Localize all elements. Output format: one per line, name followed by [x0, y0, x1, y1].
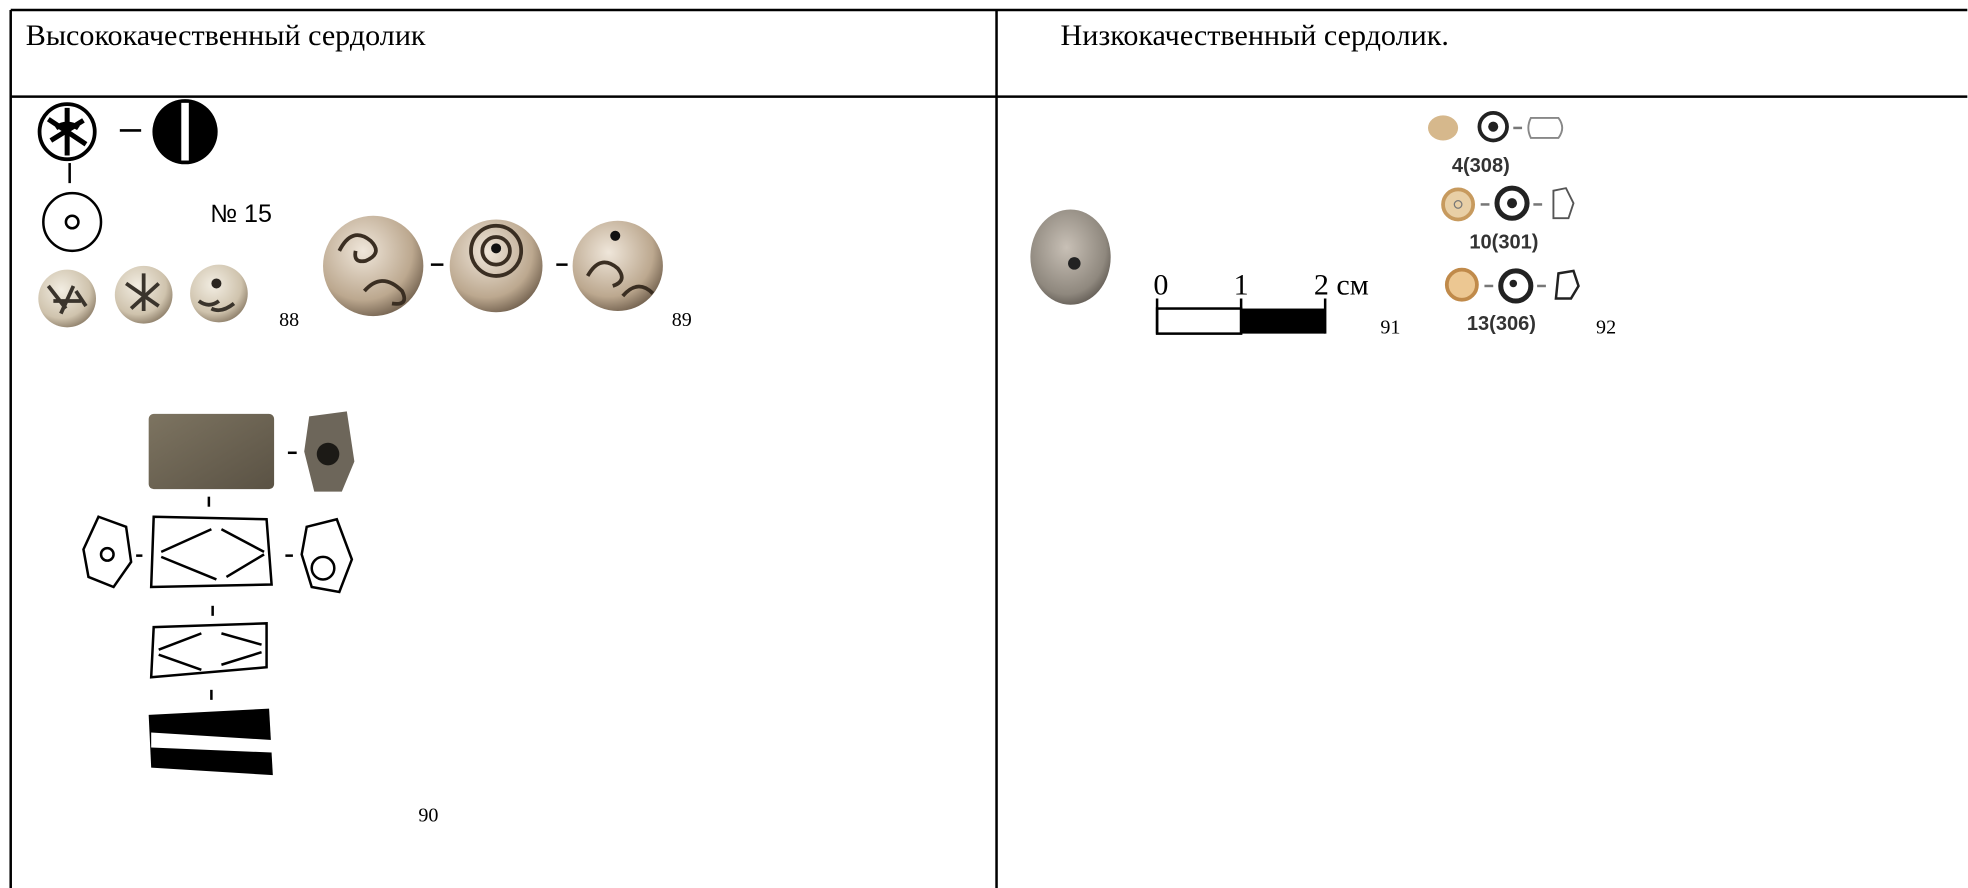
bead-drawing-part	[149, 515, 273, 589]
bead-photo-part	[480, 235, 512, 267]
bead-photo-part	[469, 223, 524, 278]
figure-number: 90	[418, 805, 438, 827]
scale-label: 0	[1153, 268, 1168, 302]
bead-drawing	[82, 411, 355, 776]
bead-drawing-part	[151, 732, 272, 753]
bead-drawing-part	[64, 214, 80, 230]
figure-number: 91	[1380, 317, 1400, 339]
bead-drawing-part	[99, 546, 115, 562]
bead-drawing-part	[316, 442, 340, 466]
scale-bar-part	[1241, 308, 1326, 334]
bead-photo	[323, 215, 663, 317]
bead-drawing-part	[181, 102, 189, 161]
bead-drawing-part	[1498, 268, 1534, 304]
bead-photo-part	[211, 278, 222, 289]
bead-drawing-part	[1441, 187, 1476, 222]
bead-photo-part	[323, 215, 424, 317]
bead-drawing-part	[1554, 269, 1580, 300]
bead-photo-part	[125, 273, 160, 312]
header-cell: Низкокачественный сердолик.	[1061, 18, 1449, 52]
figure-number: 88	[279, 309, 299, 331]
bead-photo	[1030, 209, 1111, 305]
caption: 10(301)	[1469, 231, 1538, 253]
bead-drawing-part	[158, 632, 262, 671]
bead-drawing-part	[1477, 111, 1509, 143]
bead-drawing-part	[1494, 185, 1530, 221]
bead-photo-part	[190, 264, 248, 323]
bead-drawing-part	[310, 555, 336, 581]
bead-photo-part	[1030, 209, 1111, 305]
bead-photo-part	[46, 284, 88, 315]
bead-photo	[38, 264, 248, 328]
bead-drawing-part	[149, 622, 268, 679]
bead-drawing-part	[1507, 198, 1518, 209]
table-frame	[9, 8, 1968, 888]
figure-number: 89	[672, 309, 692, 331]
scale-label: 2 см	[1314, 268, 1369, 302]
bead-drawing-part	[1527, 116, 1564, 139]
bead-drawing-part	[46, 107, 88, 156]
bead-drawing-part	[160, 528, 265, 581]
caption: 13(306)	[1467, 313, 1536, 335]
bead-drawing	[37, 99, 218, 253]
bead-photo-part	[610, 230, 621, 241]
bead-photo-part	[1068, 257, 1081, 270]
bead-drawing-part	[1428, 115, 1459, 141]
caption: 4(308)	[1452, 155, 1510, 177]
bead-drawing-part	[1453, 200, 1463, 209]
bead-drawing-part	[148, 413, 275, 490]
figure-label: № 15	[210, 200, 272, 228]
header-cell: Высококачественный сердолик	[26, 18, 426, 52]
bead-photo-part	[491, 243, 502, 254]
bead-drawing-part	[1509, 279, 1518, 288]
scale-bar-part	[1155, 307, 1243, 335]
bead-photo-part	[337, 233, 407, 306]
figure-number: 92	[1596, 317, 1616, 339]
bead-drawing-part	[42, 191, 103, 253]
bead-photo-part	[197, 299, 236, 313]
bead-drawing-part	[82, 515, 133, 589]
bead-drawing-part	[1488, 121, 1499, 132]
bead-drawing-part	[1552, 187, 1575, 220]
bead-drawing-part	[300, 517, 354, 594]
scale-label: 1	[1234, 268, 1249, 302]
bead-drawing-part	[1444, 267, 1479, 302]
bead-photo-part	[586, 260, 655, 298]
bead-drawing	[1428, 111, 1580, 304]
scale-bar	[1155, 298, 1327, 335]
